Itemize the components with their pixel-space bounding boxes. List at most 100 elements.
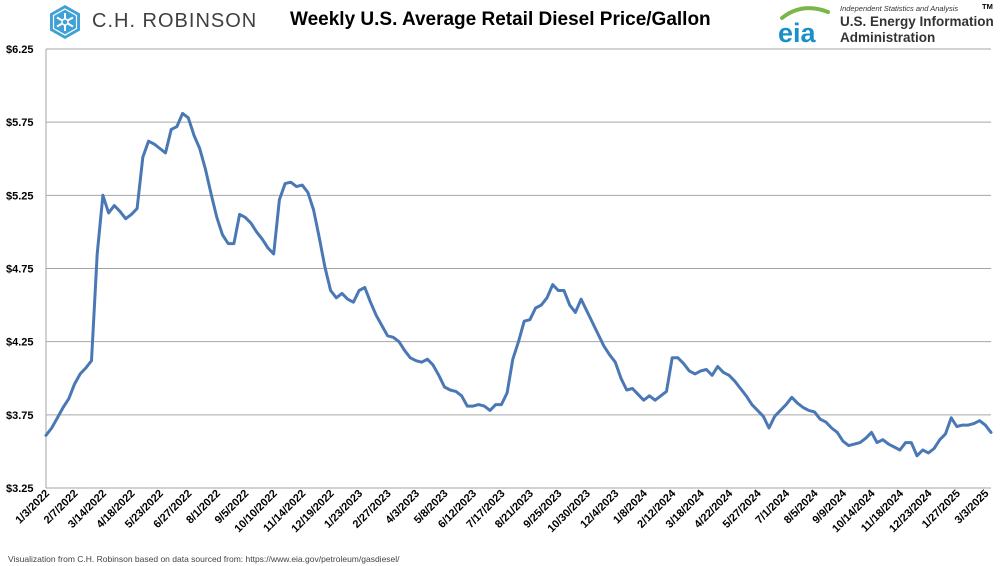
data-point bbox=[608, 353, 611, 356]
data-point bbox=[653, 399, 657, 402]
data-point bbox=[750, 403, 754, 406]
data-point bbox=[363, 286, 366, 289]
data-point bbox=[893, 445, 896, 449]
data-point bbox=[716, 365, 719, 368]
data-point bbox=[460, 394, 463, 397]
data-point bbox=[659, 394, 662, 397]
data-point bbox=[192, 134, 196, 137]
data-point bbox=[511, 358, 514, 361]
data-point bbox=[147, 140, 150, 143]
data-point bbox=[289, 181, 292, 184]
data-point bbox=[244, 216, 247, 219]
data-point bbox=[705, 368, 708, 371]
data-point bbox=[61, 406, 65, 409]
data-point bbox=[204, 167, 207, 171]
data-point bbox=[118, 210, 122, 213]
data-point bbox=[209, 192, 213, 196]
data-point bbox=[710, 374, 714, 377]
data-point bbox=[534, 306, 537, 310]
data-point bbox=[431, 363, 435, 367]
data-point bbox=[875, 441, 879, 444]
data-point bbox=[881, 438, 884, 441]
data-point bbox=[414, 359, 418, 362]
data-point bbox=[978, 419, 981, 422]
data-point bbox=[392, 336, 395, 339]
data-point bbox=[312, 208, 315, 212]
data-point bbox=[227, 242, 230, 245]
data-point bbox=[858, 441, 862, 444]
data-point bbox=[488, 409, 492, 412]
data-point bbox=[591, 321, 594, 324]
plot-area bbox=[44, 111, 993, 458]
data-point bbox=[579, 298, 583, 301]
data-point bbox=[585, 309, 588, 313]
data-point bbox=[739, 387, 742, 390]
data-point bbox=[972, 422, 976, 425]
data-point bbox=[153, 142, 156, 146]
diesel-price-series-line bbox=[44, 111, 993, 458]
data-point bbox=[801, 406, 805, 409]
chart-title: Weekly U.S. Average Retail Diesel Price/… bbox=[290, 9, 711, 30]
data-point bbox=[426, 358, 429, 361]
data-point bbox=[557, 289, 560, 292]
data-point bbox=[44, 434, 48, 437]
data-point bbox=[551, 283, 554, 286]
data-point bbox=[631, 387, 634, 390]
data-point bbox=[767, 426, 771, 430]
data-point bbox=[380, 324, 384, 327]
data-point bbox=[790, 396, 793, 399]
data-point bbox=[688, 369, 691, 373]
data-point bbox=[386, 334, 389, 337]
data-point bbox=[397, 340, 401, 343]
eia-wordmark: eia bbox=[778, 18, 817, 46]
data-point bbox=[505, 391, 509, 395]
data-point bbox=[921, 448, 924, 452]
data-point bbox=[369, 301, 372, 304]
data-point bbox=[409, 356, 412, 359]
data-point bbox=[454, 390, 458, 393]
data-point bbox=[318, 236, 321, 239]
data-point bbox=[181, 112, 184, 115]
data-point bbox=[323, 265, 327, 269]
data-point bbox=[864, 437, 867, 440]
data-point bbox=[215, 216, 218, 219]
gridlines bbox=[45, 48, 991, 489]
data-point bbox=[437, 374, 440, 377]
data-point bbox=[625, 388, 628, 392]
data-point bbox=[56, 416, 59, 419]
y-tick-label: $4.25 bbox=[6, 337, 34, 349]
data-point bbox=[967, 423, 970, 427]
data-point bbox=[500, 403, 503, 406]
data-point bbox=[403, 349, 406, 352]
data-point bbox=[477, 403, 480, 406]
data-point bbox=[944, 432, 947, 436]
data-point bbox=[597, 333, 600, 336]
data-point bbox=[807, 409, 810, 412]
data-point bbox=[135, 207, 139, 210]
y-axis: $3.25 $3.75 $4.25 $4.75 $5.25 $5.75 $6.25 bbox=[6, 44, 34, 495]
y-tick-label: $3.25 bbox=[6, 483, 34, 495]
data-point bbox=[784, 403, 788, 406]
data-point bbox=[335, 296, 338, 299]
data-point bbox=[84, 366, 88, 370]
data-point bbox=[130, 213, 133, 216]
y-tick-label: $3.75 bbox=[6, 410, 34, 422]
data-point bbox=[187, 116, 190, 120]
data-point bbox=[272, 252, 275, 256]
data-point bbox=[813, 410, 816, 414]
data-point bbox=[648, 394, 651, 397]
data-point bbox=[824, 420, 828, 424]
data-point bbox=[471, 404, 475, 408]
data-point bbox=[887, 442, 890, 446]
data-point bbox=[693, 372, 697, 376]
data-point bbox=[830, 426, 833, 430]
data-point bbox=[175, 125, 179, 128]
data-point bbox=[101, 194, 105, 197]
data-point bbox=[67, 397, 71, 400]
data-point bbox=[449, 388, 452, 392]
data-point bbox=[306, 191, 310, 194]
y-tick-label: $4.75 bbox=[6, 264, 34, 276]
data-point bbox=[141, 156, 144, 159]
data-point bbox=[221, 233, 224, 236]
data-point bbox=[762, 415, 765, 418]
